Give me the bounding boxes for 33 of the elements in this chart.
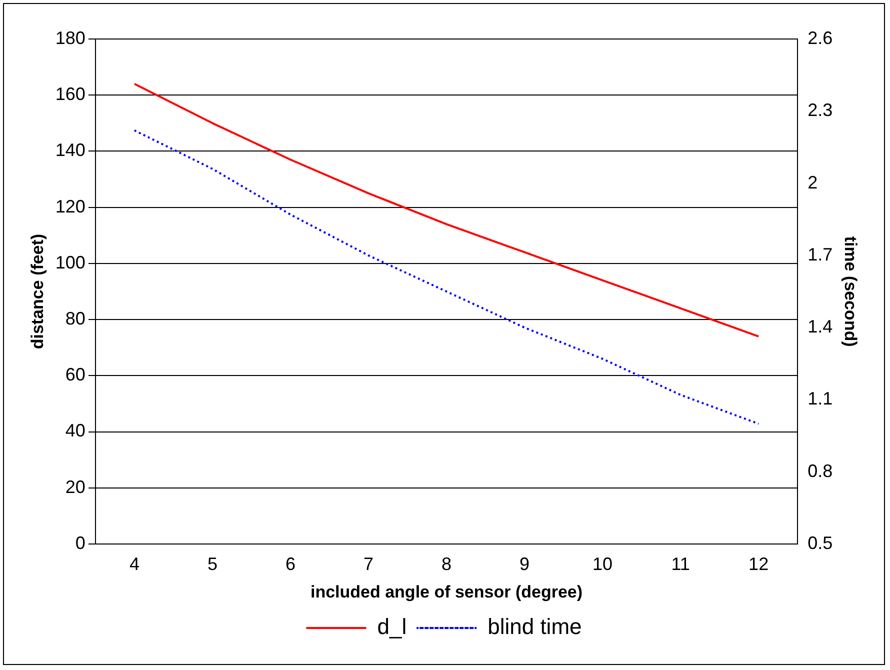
x-tick-label: 9 <box>520 554 530 574</box>
y2-tick-label: 0.8 <box>808 460 833 481</box>
x-tick-label: 7 <box>363 554 374 574</box>
y2-tick-label: 0.5 <box>808 532 833 553</box>
y-tick-label: 180 <box>55 28 86 48</box>
x-tick-label: 10 <box>592 554 613 574</box>
y-tick-label: 0 <box>75 532 86 553</box>
y2-tick-label: 2.3 <box>808 100 833 120</box>
legend-label: d_l <box>377 614 407 640</box>
y2-tick-label: 1.1 <box>808 388 833 409</box>
x-tick-label: 4 <box>129 554 140 574</box>
y-tick-label: 140 <box>55 140 86 160</box>
y2-tick-label: 1.4 <box>808 316 833 337</box>
y2-tick-label: 2.6 <box>808 28 833 48</box>
x-tick-label: 5 <box>207 554 218 574</box>
y-tick-label: 160 <box>55 84 86 104</box>
y-tick-label: 20 <box>65 476 86 497</box>
legend-label: blind time <box>488 614 582 640</box>
x-tick-label: 8 <box>441 554 452 574</box>
y-tick-label: 40 <box>65 420 86 441</box>
x-tick-label: 11 <box>671 554 690 574</box>
x-tick-label: 12 <box>748 554 769 574</box>
y-tick-label: 120 <box>55 196 86 216</box>
line-series <box>133 129 760 425</box>
y-tick-label: 100 <box>55 252 86 272</box>
y2-tick-label: 2 <box>808 172 818 192</box>
y-tick-label: 60 <box>65 364 86 385</box>
y-tick-label: 80 <box>65 308 86 329</box>
x-tick-label: 6 <box>285 554 296 574</box>
x-axis-title: included angle of sensor (degree) <box>310 582 583 602</box>
y-axis-title: distance (feet) <box>28 234 47 350</box>
y2-tick-label: 1.7 <box>808 244 833 264</box>
y2-axis-title: time (second) <box>841 236 860 347</box>
